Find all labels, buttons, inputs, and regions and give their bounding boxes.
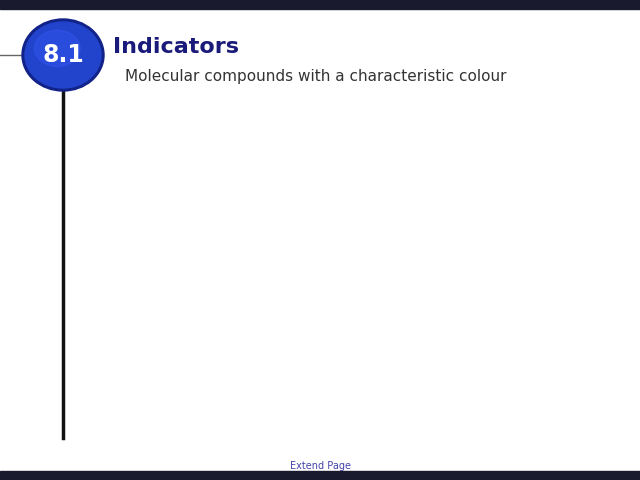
- Bar: [0, 471, 640, 480]
- Ellipse shape: [22, 19, 104, 91]
- Ellipse shape: [25, 22, 101, 88]
- Text: Molecular compounds with a characteristic colour: Molecular compounds with a characteristi…: [125, 69, 506, 84]
- Bar: [0, 0, 640, 9]
- Ellipse shape: [35, 30, 80, 67]
- Text: 8.1: 8.1: [42, 43, 84, 67]
- Text: Indicators: Indicators: [113, 37, 239, 57]
- Text: Extend Page: Extend Page: [289, 461, 351, 471]
